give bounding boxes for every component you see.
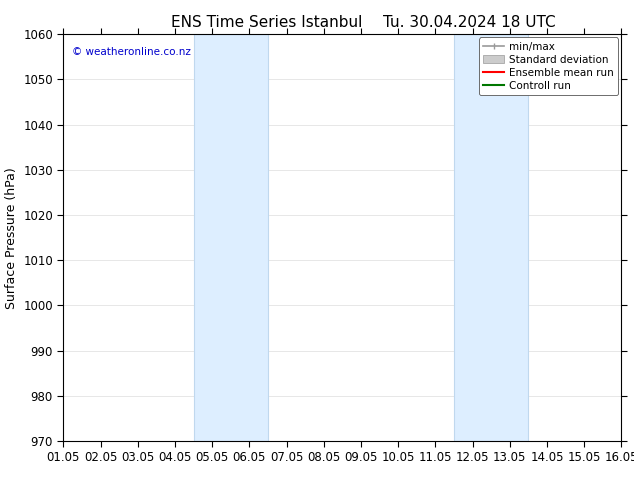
Y-axis label: Surface Pressure (hPa): Surface Pressure (hPa) (4, 167, 18, 309)
Text: ENS Time Series Istanbul: ENS Time Series Istanbul (171, 15, 362, 30)
Bar (193, 34, 268, 441)
Legend: min/max, Standard deviation, Ensemble mean run, Controll run: min/max, Standard deviation, Ensemble me… (479, 37, 618, 95)
Text: © weatheronline.co.nz: © weatheronline.co.nz (72, 47, 191, 56)
Bar (454, 34, 528, 441)
Text: Tu. 30.04.2024 18 UTC: Tu. 30.04.2024 18 UTC (383, 15, 555, 30)
